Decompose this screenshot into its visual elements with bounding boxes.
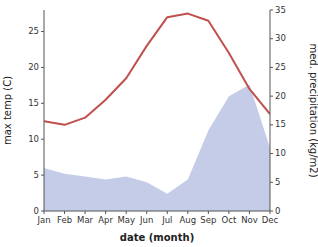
y2-axis-label: med. precipitation (kg/m2) bbox=[308, 43, 318, 177]
x-tick bbox=[249, 211, 250, 214]
y2-tick-label: 35 bbox=[275, 5, 286, 15]
y2-tick bbox=[270, 38, 273, 39]
y-tick-label: 20 bbox=[28, 62, 39, 72]
x-tick-label: Sep bbox=[200, 215, 216, 225]
x-axis-label: date (month) bbox=[120, 232, 194, 243]
x-tick bbox=[167, 211, 168, 214]
x-tick-label: Jun bbox=[139, 215, 153, 225]
y-tick bbox=[41, 67, 44, 68]
y-tick-label: 10 bbox=[28, 134, 39, 144]
temperature-line bbox=[44, 14, 270, 125]
y2-tick bbox=[270, 153, 273, 154]
x-tick bbox=[187, 211, 188, 214]
x-tick-label: May bbox=[117, 215, 135, 225]
y2-tick-label: 10 bbox=[275, 148, 286, 158]
y2-tick-label: 30 bbox=[275, 33, 286, 43]
plot-area bbox=[44, 14, 270, 211]
y-tick-label: 25 bbox=[28, 26, 39, 36]
x-tick-label: Oct bbox=[222, 215, 237, 225]
y2-axis-line bbox=[270, 10, 271, 211]
x-tick bbox=[208, 211, 209, 214]
y2-tick-label: 20 bbox=[275, 91, 286, 101]
x-tick-label: Jul bbox=[161, 215, 172, 225]
x-tick bbox=[44, 211, 45, 214]
x-tick-label: Nov bbox=[241, 215, 258, 225]
x-tick-label: Jan bbox=[36, 215, 50, 225]
y-tick bbox=[41, 175, 44, 176]
y-tick bbox=[41, 139, 44, 140]
y-tick bbox=[41, 103, 44, 104]
y2-tick bbox=[270, 67, 273, 68]
x-tick-label: Aug bbox=[180, 215, 197, 225]
x-tick bbox=[126, 211, 127, 214]
x-tick bbox=[64, 211, 65, 214]
x-tick bbox=[105, 211, 106, 214]
y-tick bbox=[41, 31, 44, 32]
y2-tick bbox=[270, 10, 273, 11]
y-axis-line bbox=[44, 10, 45, 211]
y2-tick-label: 0 bbox=[275, 206, 280, 216]
precipitation-area bbox=[44, 85, 270, 211]
x-tick-label: Apr bbox=[98, 215, 113, 225]
y2-tick-label: 5 bbox=[275, 177, 280, 187]
x-tick bbox=[146, 211, 147, 214]
y2-tick-label: 15 bbox=[275, 119, 286, 129]
y-tick-label: 5 bbox=[34, 170, 39, 180]
x-tick-label: Feb bbox=[57, 215, 72, 225]
x-tick bbox=[228, 211, 229, 214]
y-tick-label: 15 bbox=[28, 98, 39, 108]
x-tick-label: Dec bbox=[262, 215, 279, 225]
y2-tick-label: 25 bbox=[275, 62, 286, 72]
chart: 0 5 10 15 20 25 0 5 10 15 20 25 30 35 Jan Feb Mar Apr May J… bbox=[0, 0, 318, 247]
x-axis-line bbox=[44, 211, 270, 212]
y2-tick bbox=[270, 124, 273, 125]
x-tick bbox=[270, 211, 271, 214]
x-tick-label: Mar bbox=[77, 215, 94, 225]
y-axis-label: max temp (C) bbox=[2, 76, 13, 145]
x-tick bbox=[85, 211, 86, 214]
y2-tick bbox=[270, 96, 273, 97]
y2-tick bbox=[270, 182, 273, 183]
y-tick-label: 0 bbox=[34, 206, 39, 216]
